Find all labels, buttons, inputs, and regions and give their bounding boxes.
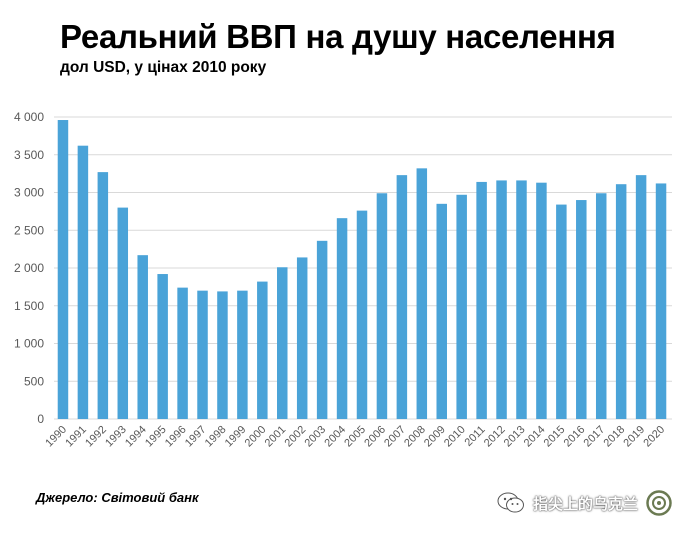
- bar-2007: [396, 175, 408, 419]
- bar-1993: [117, 207, 129, 419]
- bar-2005: [356, 210, 368, 419]
- bar-2003: [316, 240, 328, 419]
- y-tick-label: 3 500: [14, 148, 44, 162]
- chart-subtitle: дол USD, у цінах 2010 року: [60, 59, 267, 76]
- x-axis-ticks: 1990199119921993199419951996199719981999…: [43, 424, 667, 450]
- x-tick-label: 2016: [562, 424, 588, 450]
- x-tick-label: 2014: [522, 424, 548, 450]
- x-tick-label: 1993: [103, 424, 129, 450]
- y-tick-label: 1 000: [14, 337, 44, 351]
- bar-2000: [257, 281, 268, 419]
- bar-1997: [197, 290, 208, 419]
- bar-1996: [177, 287, 188, 419]
- bar-2014: [536, 182, 547, 419]
- y-axis-ticks: 0 500 1 000 1 500 2 000 2 500 3 000 3 500 4 000: [14, 110, 44, 426]
- bar-2013: [516, 180, 527, 419]
- x-tick-label: 2002: [283, 424, 309, 450]
- x-tick-label: 2001: [263, 424, 289, 450]
- bar-2019: [635, 175, 647, 419]
- x-tick-label: 2013: [502, 424, 528, 450]
- y-tick-label: 0: [37, 412, 44, 426]
- round-logo-icon: [646, 490, 672, 516]
- chart-title: Реальний ВВП на душу населення: [60, 18, 616, 55]
- watermark: 指尖上的乌克兰: [497, 490, 672, 516]
- bar-2002: [296, 257, 308, 419]
- bar-1995: [157, 274, 168, 419]
- x-tick-label: 2012: [482, 424, 508, 450]
- x-tick-label: 1996: [163, 424, 189, 450]
- x-tick-label: 2007: [382, 424, 408, 450]
- x-tick-label: 1991: [63, 424, 89, 450]
- bar-1992: [97, 172, 109, 419]
- x-tick-label: 1997: [183, 424, 209, 450]
- x-tick-label: 2018: [601, 424, 627, 450]
- bar-2009: [436, 203, 447, 419]
- bar-2016: [576, 200, 587, 419]
- x-tick-label: 2003: [302, 424, 328, 450]
- bar-2015: [556, 204, 567, 419]
- y-tick-label: 4 000: [14, 110, 44, 124]
- x-tick-label: 2015: [542, 424, 568, 450]
- x-tick-label: 1994: [123, 424, 149, 450]
- bar-2012: [496, 180, 507, 419]
- wechat-icon: [497, 492, 524, 513]
- x-tick-label: 2006: [362, 424, 388, 450]
- bar-2018: [615, 184, 627, 419]
- bar-1991: [77, 145, 89, 419]
- x-tick-label: 1998: [203, 424, 229, 450]
- x-tick-label: 2004: [322, 424, 348, 450]
- y-tick-label: 2 000: [14, 261, 44, 275]
- x-tick-label: 2011: [463, 424, 488, 449]
- x-tick-label: 2000: [243, 424, 269, 450]
- x-tick-label: 2020: [641, 424, 667, 450]
- y-tick-label: 500: [24, 374, 44, 388]
- x-tick-label: 2005: [342, 424, 368, 450]
- bar-2001: [277, 267, 288, 419]
- source-note: Джерело: Світовий банк: [36, 490, 199, 505]
- bar-1999: [237, 290, 248, 419]
- bar-2011: [476, 181, 487, 419]
- bar-2004: [336, 218, 348, 419]
- x-tick-label: 2009: [422, 424, 448, 450]
- y-tick-label: 2 500: [14, 223, 44, 237]
- x-tick-label: 2010: [442, 424, 468, 450]
- y-tick-label: 3 000: [14, 186, 44, 200]
- bar-1998: [217, 291, 228, 419]
- watermark-text: 指尖上的乌克兰: [532, 495, 638, 513]
- y-tick-label: 1 500: [14, 299, 44, 313]
- x-tick-label: 2008: [402, 424, 428, 450]
- x-tick-label: 2017: [582, 424, 608, 450]
- x-tick-label: 1999: [223, 424, 249, 450]
- bar-2020: [655, 183, 667, 419]
- x-tick-label: 1990: [43, 424, 69, 450]
- bar-1990: [57, 120, 69, 420]
- bar-1994: [137, 255, 148, 419]
- x-tick-label: 1992: [83, 424, 109, 450]
- x-tick-label: 1995: [143, 424, 169, 450]
- bar-2010: [456, 194, 467, 419]
- bars: [57, 120, 667, 420]
- bar-2017: [595, 193, 607, 419]
- x-tick-label: 2019: [621, 424, 647, 450]
- bar-2008: [416, 168, 428, 419]
- bar-2006: [376, 193, 388, 419]
